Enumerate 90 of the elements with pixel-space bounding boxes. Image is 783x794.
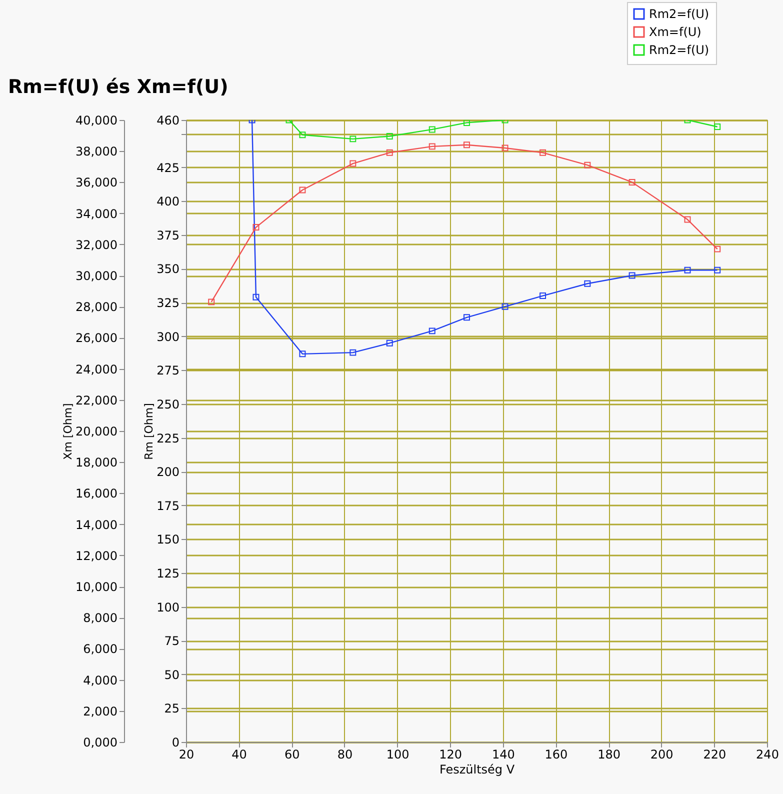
point bbox=[714, 124, 721, 130]
y2-axis-title: Rm [Ohm] bbox=[142, 403, 156, 460]
point bbox=[252, 224, 260, 231]
y2-tick-label: 250 bbox=[156, 397, 180, 412]
point bbox=[502, 303, 508, 310]
point bbox=[540, 149, 546, 156]
point bbox=[684, 216, 691, 223]
point bbox=[428, 328, 436, 334]
y2-tick-label: 150 bbox=[156, 532, 180, 547]
legend-label: Xm=f(U) bbox=[649, 25, 702, 39]
x-tick-label: 40 bbox=[232, 748, 247, 762]
y2-tick-label: 400 bbox=[156, 194, 180, 209]
point bbox=[252, 294, 260, 300]
point bbox=[584, 280, 591, 287]
point bbox=[350, 349, 356, 356]
x-tick-label: 160 bbox=[544, 748, 568, 762]
point bbox=[684, 266, 691, 274]
y-tick-label: 38,000 bbox=[76, 144, 118, 159]
y-tick-label: 20,000 bbox=[76, 424, 118, 438]
y2-tick-label: 225 bbox=[156, 431, 180, 446]
y-tick-label: 18,000 bbox=[76, 456, 118, 470]
y2-tick-label: 75 bbox=[164, 634, 180, 648]
y2-tick-label: 425 bbox=[156, 160, 180, 175]
y2-tick-label: 350 bbox=[156, 262, 180, 276]
y-tick-label: 8,000 bbox=[83, 611, 118, 626]
x-tick-label: 180 bbox=[598, 748, 620, 762]
y2-tick-label: 325 bbox=[156, 296, 180, 310]
x-tick-label: 120 bbox=[439, 748, 462, 762]
point bbox=[350, 136, 356, 142]
y-tick-label: 26,000 bbox=[76, 331, 118, 346]
y-tick-label: 30,000 bbox=[76, 269, 118, 283]
legend-label: Rm2=f(U) bbox=[649, 7, 710, 21]
y-tick-label: 4,000 bbox=[83, 673, 118, 688]
x-tick-label: 240 bbox=[756, 748, 779, 762]
y-tick-label: 14,000 bbox=[76, 518, 118, 532]
legend-label: Rm2=f(U) bbox=[649, 43, 710, 57]
point bbox=[714, 246, 721, 252]
y-tick-label: 22,000 bbox=[76, 393, 118, 408]
point bbox=[299, 132, 306, 138]
point bbox=[628, 272, 636, 279]
x-tick-label: 20 bbox=[178, 748, 194, 762]
point bbox=[386, 149, 393, 156]
y2-tick-label: 50 bbox=[164, 668, 180, 682]
y2-tick-label: 275 bbox=[156, 364, 180, 378]
y2-tick-label: 375 bbox=[156, 228, 180, 242]
point bbox=[386, 340, 393, 346]
point bbox=[502, 144, 508, 152]
point bbox=[350, 160, 356, 167]
point bbox=[299, 186, 306, 194]
y-tick-label: 32,000 bbox=[76, 238, 118, 252]
point bbox=[386, 132, 393, 140]
y-axis-title: Xm [Ohm] bbox=[62, 403, 75, 460]
x-axis-title: Feszültség V bbox=[439, 762, 516, 776]
x-tick-label: 80 bbox=[337, 748, 353, 762]
point bbox=[208, 298, 215, 306]
y-tick-label: 36,000 bbox=[76, 176, 118, 190]
y2-tick-label: 300 bbox=[156, 330, 180, 344]
y-tick-label: 24,000 bbox=[76, 362, 118, 376]
y-tick-label: 12,000 bbox=[76, 548, 118, 563]
y-tick-label: 10,000 bbox=[76, 580, 118, 594]
y2-tick-label: 0 bbox=[172, 736, 180, 750]
y-tick-label: 40,000 bbox=[76, 114, 118, 128]
point bbox=[428, 126, 436, 133]
y-tick-label: 0,000 bbox=[83, 736, 118, 750]
y-tick-label: 6,000 bbox=[83, 642, 118, 656]
y-tick-label: 34,000 bbox=[76, 206, 118, 221]
x-tick-label: 200 bbox=[650, 748, 674, 762]
y2-tick-label: 175 bbox=[156, 498, 180, 513]
point bbox=[463, 314, 470, 321]
y-tick-label: 16,000 bbox=[76, 486, 118, 501]
y2-tick-label: 125 bbox=[156, 566, 180, 580]
y2-tick-label: 200 bbox=[156, 465, 180, 480]
y2-tick-label: 25 bbox=[164, 702, 180, 716]
point bbox=[299, 350, 306, 358]
point bbox=[584, 162, 591, 168]
x-tick-label: 100 bbox=[386, 748, 410, 762]
y-tick-label: 2,000 bbox=[83, 704, 118, 718]
point bbox=[428, 143, 436, 150]
y2-tick-label: 100 bbox=[156, 600, 180, 614]
x-tick-label: 140 bbox=[492, 748, 515, 762]
point bbox=[463, 120, 470, 126]
chart-title: Rm=f(U) és Xm=f(U) bbox=[8, 76, 228, 98]
x-tick-label: 60 bbox=[284, 748, 300, 762]
point bbox=[714, 266, 721, 274]
point bbox=[463, 142, 470, 148]
y2-tick-label: 460 bbox=[156, 114, 180, 128]
x-tick-label: 220 bbox=[703, 748, 726, 762]
point bbox=[540, 292, 546, 300]
y-tick-label: 28,000 bbox=[76, 300, 118, 314]
point bbox=[628, 178, 636, 186]
